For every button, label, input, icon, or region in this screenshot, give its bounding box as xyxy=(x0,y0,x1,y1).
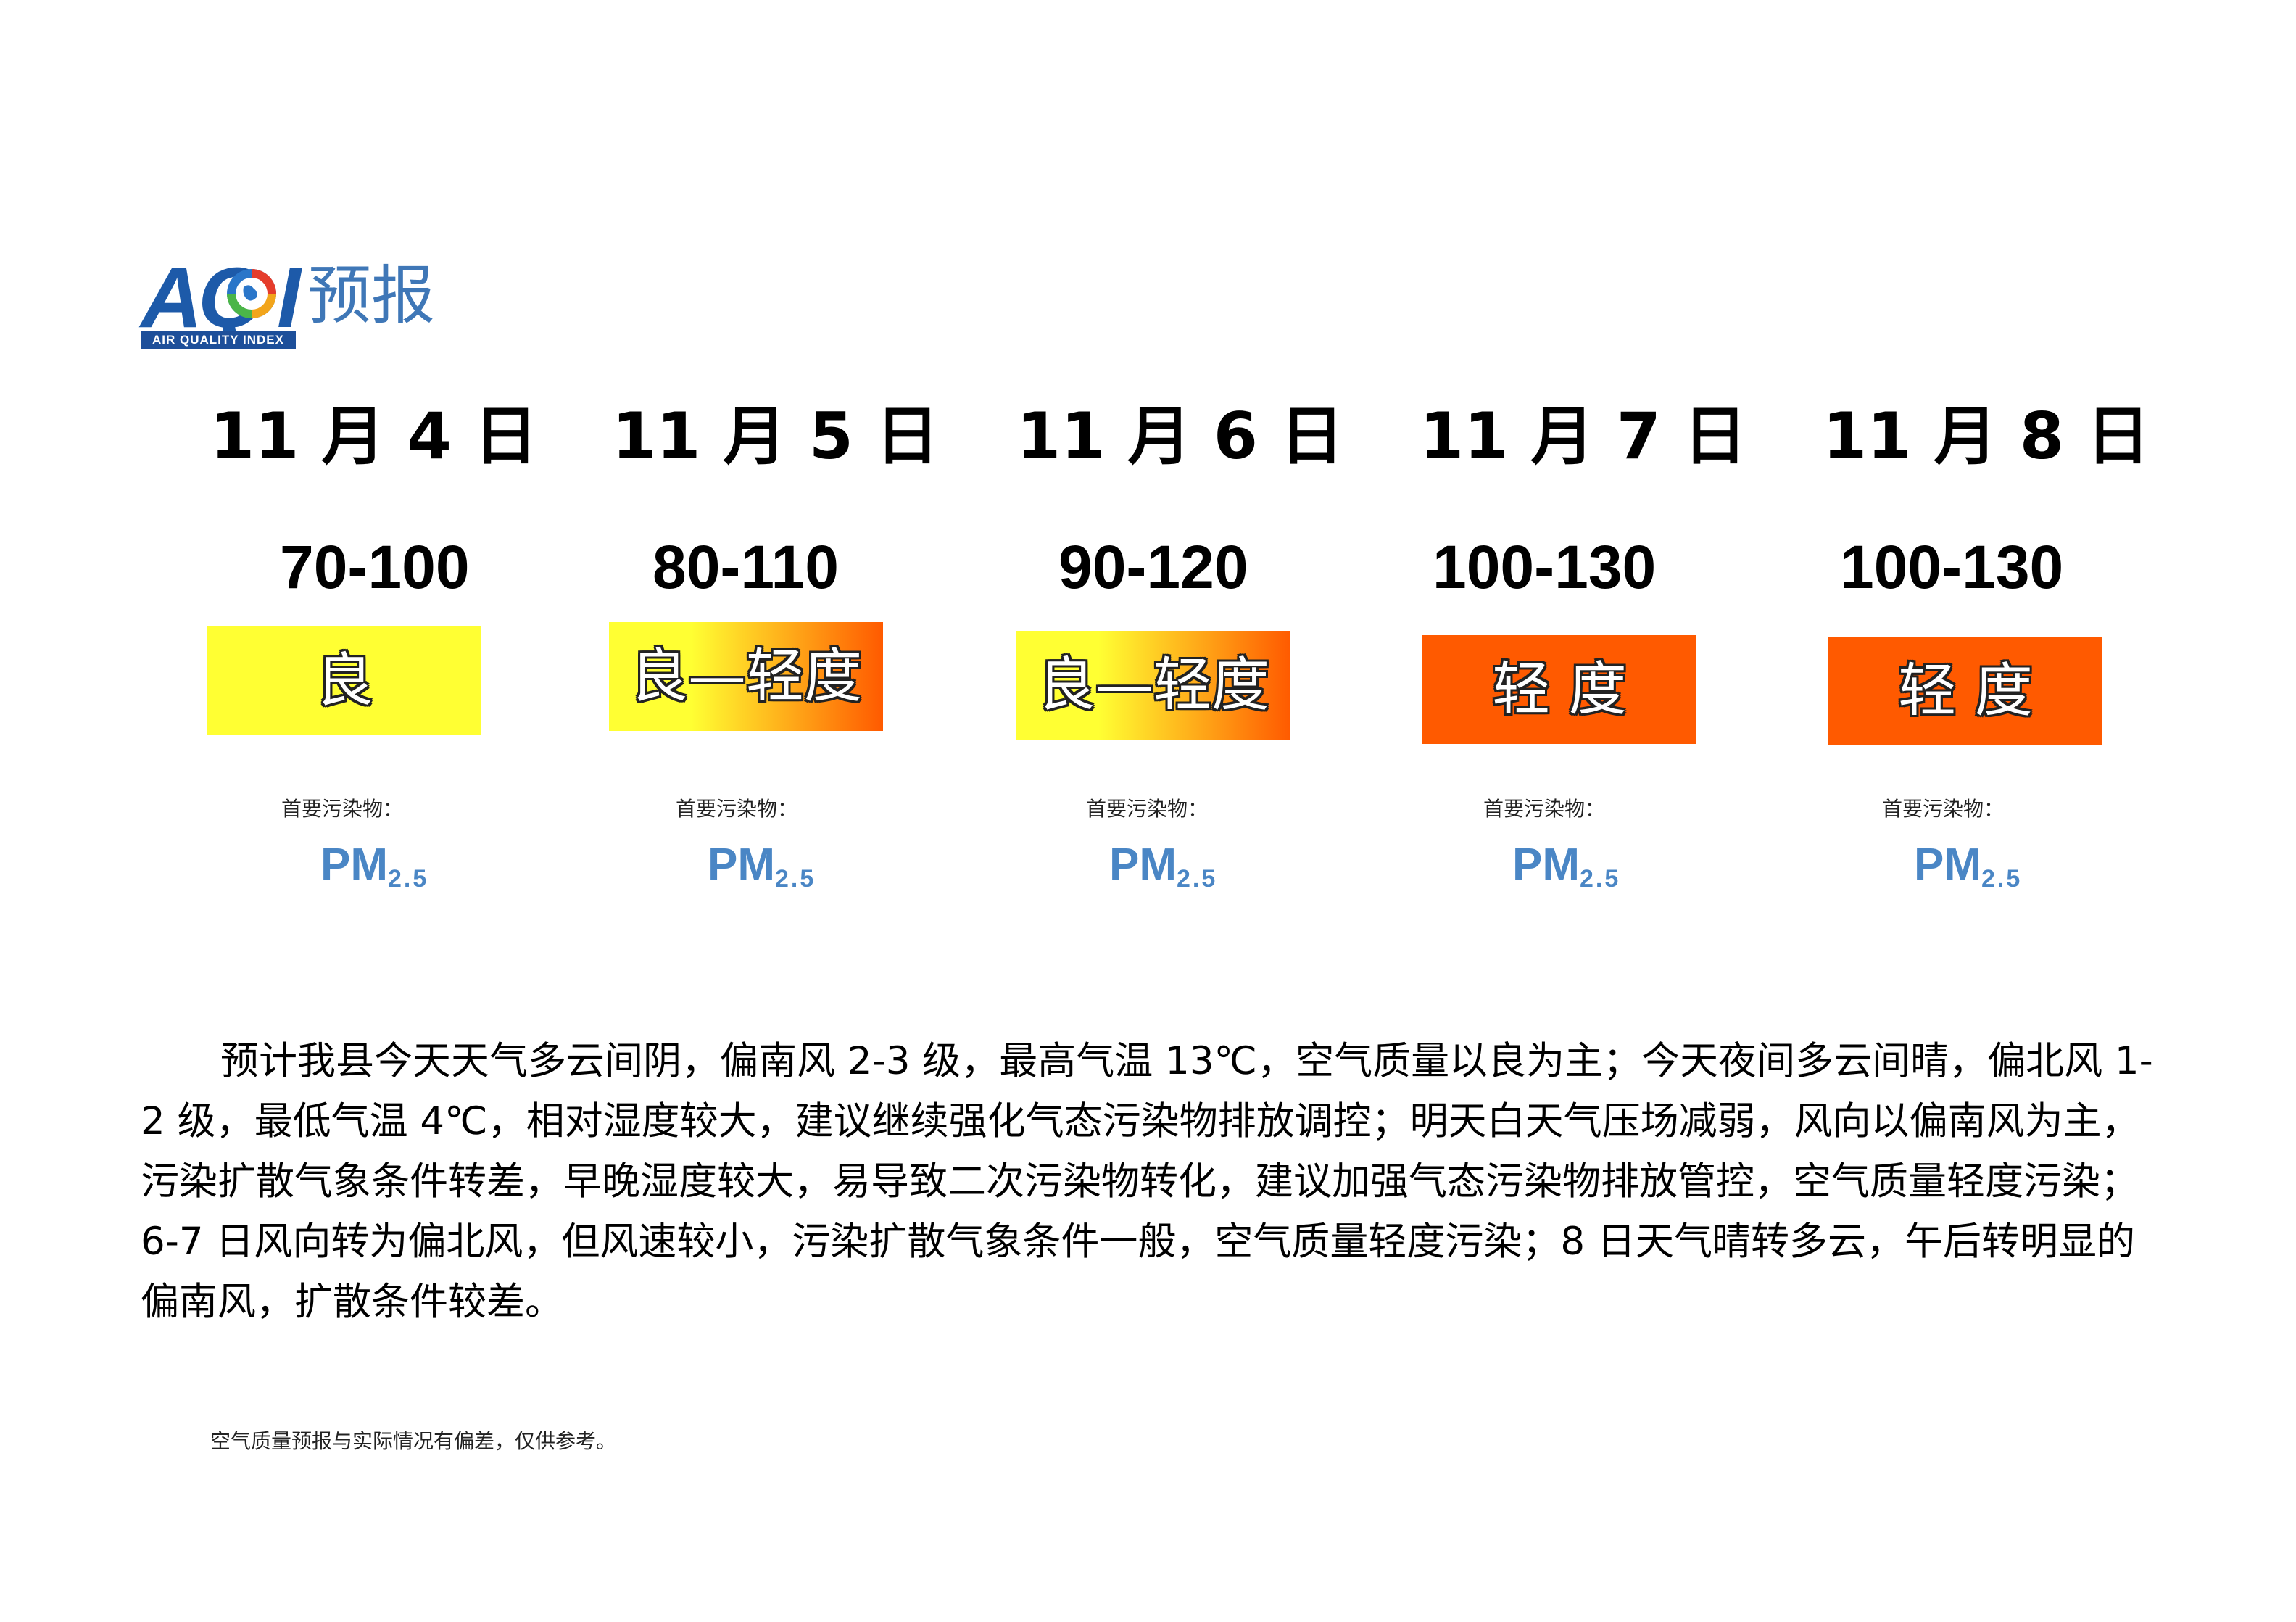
forecast-description: 预计我县今天天气多云间阴，偏南风 2-3 级，最高气温 13℃，空气质量以良为主… xyxy=(141,1039,2153,1324)
pollutant-name: PM xyxy=(1914,840,1981,890)
primary-pollutant-label: 首要污染物： xyxy=(676,797,798,821)
aqi-range: 80-110 xyxy=(652,533,839,601)
disclaimer-footnote: 空气质量预报与实际情况有偏差，仅供参考。 xyxy=(210,1429,617,1453)
day-date: 11 月 6 日 xyxy=(1016,399,1344,473)
day-date: 11 月 8 日 xyxy=(1823,399,2150,473)
pollutant-subscript: 2.5 xyxy=(775,865,816,893)
primary-pollutant-label: 首要污染物： xyxy=(1483,797,1606,821)
primary-pollutant: PM2.5 xyxy=(708,840,816,893)
aqi-logo-letter-i: I xyxy=(277,250,301,346)
globe-icon xyxy=(227,269,276,318)
aqi-logo-mark: AQ I AIR QUALITY INDEX xyxy=(141,255,301,349)
primary-pollutant-label: 首要污染物： xyxy=(1086,797,1209,821)
aqi-logo: AQ I AIR QUALITY INDEX 预报 xyxy=(141,255,445,355)
primary-pollutant-label: 首要污染物： xyxy=(1882,797,2005,821)
day-date: 11 月 5 日 xyxy=(612,399,940,473)
pollutant-subscript: 2.5 xyxy=(1177,865,1218,893)
air-quality-level-badge: 轻 度 xyxy=(1828,637,2102,745)
air-quality-level-badge: 良 xyxy=(207,626,481,735)
aqi-range: 100-130 xyxy=(1840,533,2064,601)
primary-pollutant: PM2.5 xyxy=(1914,840,2023,893)
pollutant-subscript: 2.5 xyxy=(1580,865,1621,893)
air-quality-level: 轻 度 xyxy=(1492,655,1627,723)
aqi-logo-subtitle: AIR QUALITY INDEX xyxy=(141,331,296,349)
day-date: 11 月 4 日 xyxy=(210,399,538,473)
pollutant-name: PM xyxy=(1512,840,1580,890)
pollutant-name: PM xyxy=(708,840,775,890)
primary-pollutant-label: 首要污染物： xyxy=(281,797,404,821)
pollutant-subscript: 2.5 xyxy=(388,865,429,893)
air-quality-level: 良—轻度 xyxy=(1037,651,1269,719)
aqi-range: 90-120 xyxy=(1058,533,1248,601)
page-title: 预报 xyxy=(307,258,436,333)
primary-pollutant: PM2.5 xyxy=(1512,840,1621,893)
pollutant-subscript: 2.5 xyxy=(1981,865,2023,893)
pollutant-name: PM xyxy=(320,840,388,890)
air-quality-level-badge: 良—轻度 xyxy=(1016,631,1290,740)
air-quality-level: 轻 度 xyxy=(1898,657,2033,724)
aqi-range: 100-130 xyxy=(1433,533,1657,601)
air-quality-level-badge: 良—轻度 xyxy=(609,622,883,731)
primary-pollutant: PM2.5 xyxy=(320,840,429,893)
day-date: 11 月 7 日 xyxy=(1420,399,1747,473)
pollutant-name: PM xyxy=(1109,840,1177,890)
aqi-range: 70-100 xyxy=(280,533,470,601)
air-quality-level-badge: 轻 度 xyxy=(1422,635,1696,744)
air-quality-level: 良 xyxy=(315,647,373,714)
primary-pollutant: PM2.5 xyxy=(1109,840,1218,893)
air-quality-level: 良—轻度 xyxy=(630,642,862,710)
